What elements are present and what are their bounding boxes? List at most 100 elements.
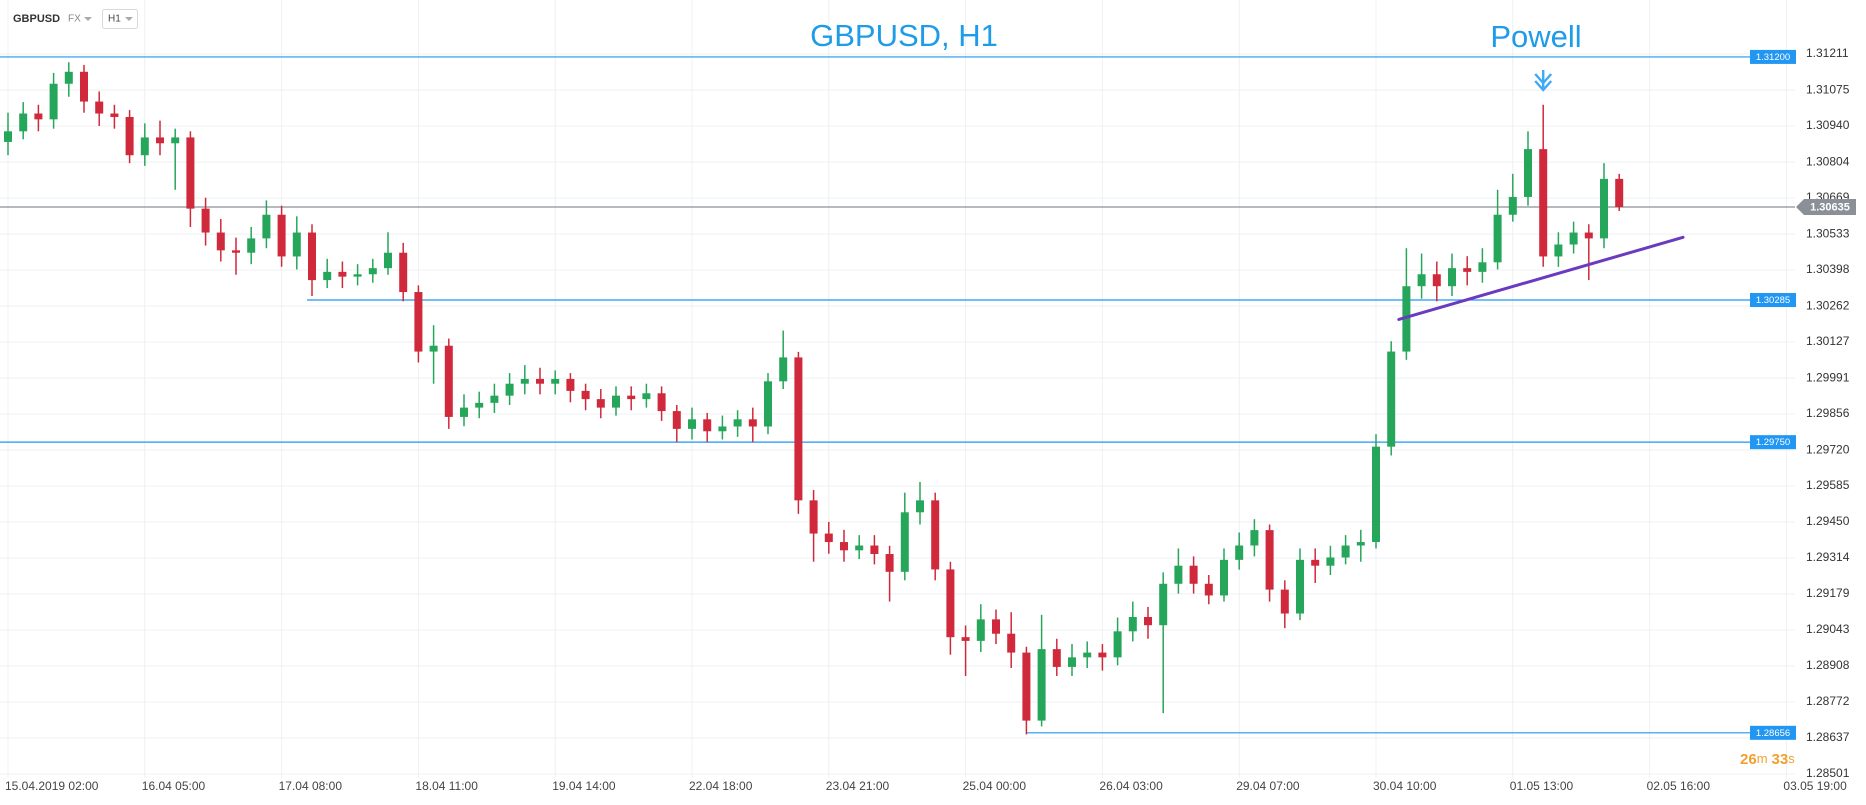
candle-body	[19, 113, 28, 132]
candle-body	[262, 214, 271, 239]
annotation-arrow	[1534, 70, 1553, 92]
timer-minutes: 26	[1740, 751, 1757, 768]
y-tick-label: 1.29314	[1806, 550, 1850, 564]
candle-body	[748, 419, 757, 427]
level-label: 1.29750	[1756, 437, 1790, 448]
candle-body	[292, 232, 301, 257]
candle-body	[1584, 232, 1593, 239]
x-tick-label: 18.04 11:00	[415, 779, 478, 793]
candle-body	[1311, 559, 1320, 566]
candle-body	[399, 252, 408, 293]
candle-body	[900, 512, 909, 572]
candle-body	[870, 545, 879, 555]
symbol[interactable]: GBPUSD	[13, 13, 60, 25]
candle-body	[1508, 196, 1517, 215]
candle-body	[414, 292, 423, 352]
candle-body	[201, 208, 210, 233]
candle-body	[642, 393, 651, 400]
x-tick-label: 19.04 14:00	[552, 779, 616, 793]
candle-body	[1432, 274, 1441, 287]
candle-body	[140, 137, 149, 156]
overlays: 1.312111.310751.309401.308041.306691.305…	[5, 46, 1856, 793]
candle-body	[718, 426, 727, 432]
candle-body	[490, 395, 499, 403]
current-price-label: 1.30635	[1810, 201, 1850, 213]
dropdown-caret	[84, 17, 92, 21]
level-label-box	[1750, 293, 1796, 308]
candle-body	[672, 411, 681, 429]
y-tick-label: 1.28772	[1806, 694, 1850, 708]
candle-body	[1220, 559, 1228, 596]
candle-body	[688, 419, 696, 429]
candle-body	[1493, 214, 1502, 263]
market[interactable]: FX	[68, 14, 81, 25]
y-tick-label: 1.31211	[1806, 46, 1849, 60]
candle-body	[1128, 616, 1137, 632]
candle-body	[64, 71, 73, 84]
level-label-box	[1750, 435, 1796, 450]
timer: 26m 33s	[1740, 751, 1795, 768]
x-tick-label: 02.05 16:00	[1647, 779, 1711, 793]
candle-body	[1387, 351, 1396, 447]
candle-body	[824, 533, 833, 543]
candle-body	[95, 101, 104, 114]
candle-body	[384, 252, 392, 269]
candle-body	[1144, 616, 1152, 626]
candle-body	[49, 83, 58, 120]
candle-body	[1098, 652, 1107, 658]
candle-body	[1615, 178, 1624, 208]
candle-body	[536, 378, 544, 384]
timer-unit: s	[1788, 751, 1795, 766]
candle-body	[551, 378, 560, 384]
candle-body	[1235, 545, 1244, 560]
y-tick-label: 1.29991	[1806, 370, 1850, 384]
candle-body	[855, 545, 864, 551]
candle-body	[703, 419, 712, 432]
candle-body	[1037, 649, 1046, 721]
x-tick-label: 03.05 19:00	[1783, 779, 1847, 793]
candle-body	[1174, 565, 1183, 584]
candle-body	[110, 113, 119, 117]
timeframe-box[interactable]	[102, 9, 138, 29]
candle-body	[1463, 268, 1472, 272]
candle-body	[794, 357, 803, 501]
candle-body	[368, 268, 377, 275]
candle-body	[1554, 244, 1563, 257]
timer-seconds: 33	[1772, 751, 1789, 768]
y-tick-label: 1.31075	[1806, 82, 1850, 96]
trendline	[1397, 235, 1685, 321]
candle-body	[232, 250, 240, 253]
current-price-box	[1796, 199, 1856, 216]
level-label-box	[1750, 49, 1796, 64]
candle-body	[1326, 557, 1335, 566]
level-label: 1.30285	[1756, 295, 1790, 306]
candle-body	[596, 399, 605, 408]
x-tick-label: 01.05 13:00	[1510, 779, 1574, 793]
candle-body	[475, 402, 484, 408]
x-tick-label: 29.04 07:00	[1236, 779, 1300, 793]
candle-body	[1524, 149, 1532, 197]
candle-body	[1417, 274, 1426, 287]
level-label: 1.28656	[1756, 728, 1790, 739]
candle-body	[4, 131, 12, 142]
x-tick-label: 23.04 21:00	[826, 779, 890, 793]
x-tick-label: 22.04 18:00	[689, 779, 753, 793]
candle-body	[156, 137, 164, 144]
candle-body	[1007, 633, 1016, 653]
y-tick-label: 1.30940	[1806, 118, 1850, 132]
candle-body	[1022, 652, 1031, 721]
timeframe[interactable]: H1	[108, 14, 121, 25]
candle-body	[1569, 232, 1578, 245]
candle-body	[976, 619, 985, 641]
candle-body	[581, 390, 590, 400]
candle-body	[916, 500, 924, 513]
y-tick-label: 1.29450	[1806, 514, 1850, 528]
x-tick-label: 15.04.2019 02:00	[5, 779, 99, 793]
candle-body	[1539, 149, 1548, 257]
x-tick-label: 26.04 03:00	[1099, 779, 1163, 793]
y-tick-label: 1.29720	[1806, 442, 1850, 456]
level-label: 1.31200	[1756, 52, 1790, 63]
plot	[4, 62, 1624, 735]
y-tick-label: 1.28501	[1806, 766, 1850, 780]
